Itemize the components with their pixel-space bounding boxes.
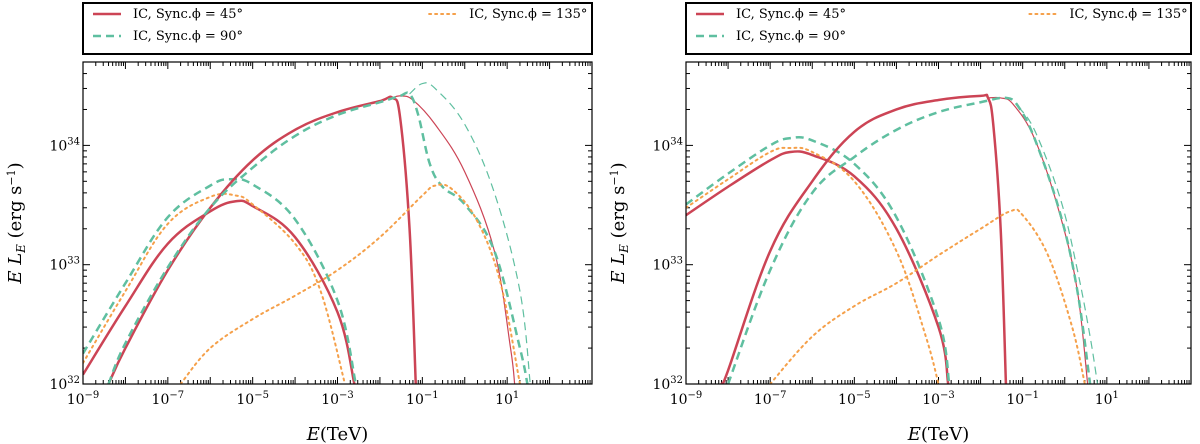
series-ic-phi-45-4 [987, 96, 1089, 384]
x-tick-label: 10−5 [236, 390, 269, 408]
chart-panel-right: 10−9 10−7 10−5 10−3 10−1 101 1032 1033 1034 E(TeV… [608, 2, 1192, 444]
legend-box [82, 2, 593, 55]
series-sync-phi-90-1 [686, 135, 951, 384]
legend-label: IC, Sync.ϕ = 45° [736, 7, 846, 22]
x-tick-label: 10−7 [152, 390, 185, 408]
series-group [83, 82, 531, 384]
series-sync-phi-90-1 [83, 177, 358, 384]
legend-label: IC, Sync.ϕ = 45° [133, 7, 243, 22]
legend: IC, Sync.ϕ = 45° IC, Sync.ϕ = 90° IC, Sync… [685, 2, 1192, 55]
chart-panel-left: 10−9 10−7 10−5 10−3 10−1 101 1032 1033 1034 E(TeV… [5, 2, 593, 444]
legend: IC, Sync.ϕ = 45° IC, Sync.ϕ = 90° IC, Sync… [82, 2, 593, 55]
x-tick-label: 10−1 [406, 390, 439, 408]
x-tick-label: 10−3 [922, 390, 955, 408]
y-tick-label: 1033 [652, 256, 683, 274]
legend-label: IC, Sync.ϕ = 135° [469, 7, 587, 22]
x-tick-label: 10−1 [1006, 390, 1039, 408]
series-ic-phi-135-7 [769, 208, 1086, 384]
series-ic-phi-90-6 [409, 82, 531, 384]
x-axis-label: E(TeV) [306, 424, 368, 444]
plot-frame [82, 61, 593, 385]
y-tick-label: 1032 [652, 375, 683, 393]
series-ic-phi-135-7 [179, 183, 521, 384]
y-tick-label: 1034 [49, 136, 80, 154]
series-sync-phi-45-0 [686, 150, 950, 384]
x-tick-label: 101 [495, 390, 519, 408]
y-tick-label: 1033 [49, 256, 80, 274]
series-sync-phi-135-2 [83, 192, 346, 384]
axis-ticks [82, 61, 593, 385]
x-tick-label: 10−5 [838, 390, 871, 408]
legend-label: IC, Sync.ϕ = 90° [133, 29, 243, 44]
series-group [686, 93, 1099, 384]
legend-label: IC, Sync.ϕ = 90° [736, 29, 846, 44]
y-axis-label: E LE (erg s−1) [608, 162, 631, 284]
x-tick-label: 10−3 [321, 390, 354, 408]
y-tick-label: 1034 [652, 136, 683, 154]
x-tick-label: 101 [1095, 390, 1119, 408]
series-sync-phi-45-0 [83, 199, 356, 384]
series-ic-phi-90-6 [1018, 106, 1099, 384]
axis-ticks [685, 61, 1192, 385]
x-tick-label: 10−7 [754, 390, 787, 408]
series-ic-phi-45-3 [107, 95, 418, 384]
y-axis-label: E LE (erg s−1) [5, 162, 28, 284]
x-axis-label: E(TeV) [907, 424, 969, 444]
y-tick-label: 1032 [49, 375, 80, 393]
series-ic-phi-90-5 [107, 91, 529, 384]
plot-frame [685, 61, 1192, 385]
legend-label: IC, Sync.ϕ = 135° [1069, 7, 1187, 22]
x-tick-label: 10−9 [670, 390, 703, 408]
series-ic-phi-45-3 [720, 93, 1008, 384]
series-ic-phi-90-5 [726, 96, 1092, 384]
series-sync-phi-135-2 [686, 146, 940, 384]
x-tick-label: 10−9 [67, 390, 100, 408]
legend-box [685, 2, 1192, 55]
